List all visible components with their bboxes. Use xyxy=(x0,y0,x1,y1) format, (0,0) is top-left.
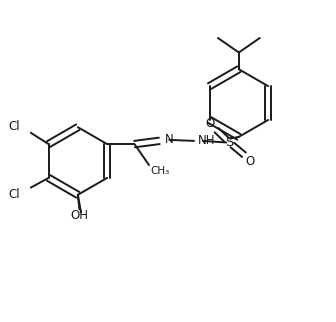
Text: S: S xyxy=(225,136,234,149)
Text: O: O xyxy=(206,117,215,130)
Text: O: O xyxy=(246,155,255,168)
Text: Cl: Cl xyxy=(8,187,19,201)
Text: NH: NH xyxy=(198,134,215,147)
Text: N: N xyxy=(165,133,174,146)
Text: Cl: Cl xyxy=(8,120,19,133)
Text: CH₃: CH₃ xyxy=(151,166,170,176)
Text: OH: OH xyxy=(71,209,88,222)
